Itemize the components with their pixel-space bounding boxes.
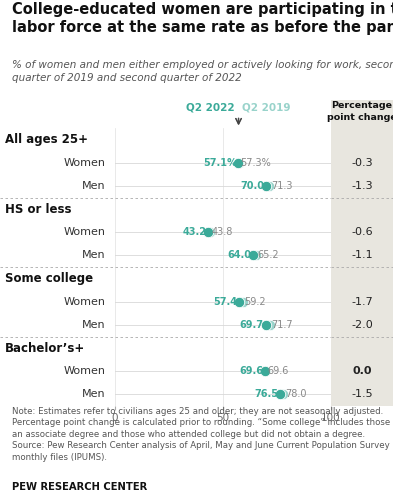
Text: Women: Women <box>64 297 106 307</box>
Text: Percentage
point change: Percentage point change <box>327 101 393 122</box>
Text: 64.0: 64.0 <box>228 250 252 260</box>
Text: 57.1%: 57.1% <box>203 158 237 168</box>
Text: % of women and men either employed or actively looking for work, second
quarter : % of women and men either employed or ac… <box>12 60 393 83</box>
Text: -0.3: -0.3 <box>351 158 373 168</box>
Text: 71.3: 71.3 <box>271 181 292 191</box>
Text: 78.0: 78.0 <box>285 389 307 399</box>
Text: 76.5: 76.5 <box>255 389 279 399</box>
Text: -1.3: -1.3 <box>351 181 373 191</box>
Text: Some college: Some college <box>5 272 93 285</box>
Text: PEW RESEARCH CENTER: PEW RESEARCH CENTER <box>12 483 147 493</box>
Text: Women: Women <box>64 366 106 376</box>
Text: Men: Men <box>82 320 106 330</box>
Text: -1.5: -1.5 <box>351 389 373 399</box>
Text: 65.2: 65.2 <box>257 250 279 260</box>
Text: Men: Men <box>82 389 106 399</box>
Text: HS or less: HS or less <box>5 202 71 216</box>
Text: 69.7: 69.7 <box>240 320 264 330</box>
Text: All ages 25+: All ages 25+ <box>5 133 88 146</box>
Text: 69.6: 69.6 <box>267 366 288 376</box>
Text: Women: Women <box>64 158 106 168</box>
Text: -0.6: -0.6 <box>351 227 373 237</box>
Text: Women: Women <box>64 227 106 237</box>
Text: 0.0: 0.0 <box>352 366 372 376</box>
Text: College-educated women are participating in the U.S.
labor force at the same rat: College-educated women are participating… <box>12 2 393 35</box>
Text: Note: Estimates refer to civilians ages 25 and older; they are not seasonally ad: Note: Estimates refer to civilians ages … <box>12 407 393 462</box>
Text: 57.3%: 57.3% <box>241 158 271 168</box>
Text: -1.1: -1.1 <box>351 250 373 260</box>
Text: 59.2: 59.2 <box>244 297 266 307</box>
Text: 71.7: 71.7 <box>272 320 293 330</box>
Text: Men: Men <box>82 250 106 260</box>
Text: Men: Men <box>82 181 106 191</box>
Text: Q2 2019: Q2 2019 <box>242 102 290 112</box>
Text: 57.4: 57.4 <box>213 297 237 307</box>
Text: Q2 2022: Q2 2022 <box>186 102 235 112</box>
Text: 43.2: 43.2 <box>183 227 207 237</box>
Text: 43.8: 43.8 <box>211 227 233 237</box>
Text: 70.0: 70.0 <box>241 181 264 191</box>
Text: 69.6: 69.6 <box>240 366 264 376</box>
Text: -2.0: -2.0 <box>351 320 373 330</box>
Text: Bachelor’s+: Bachelor’s+ <box>5 342 85 355</box>
Text: -1.7: -1.7 <box>351 297 373 307</box>
